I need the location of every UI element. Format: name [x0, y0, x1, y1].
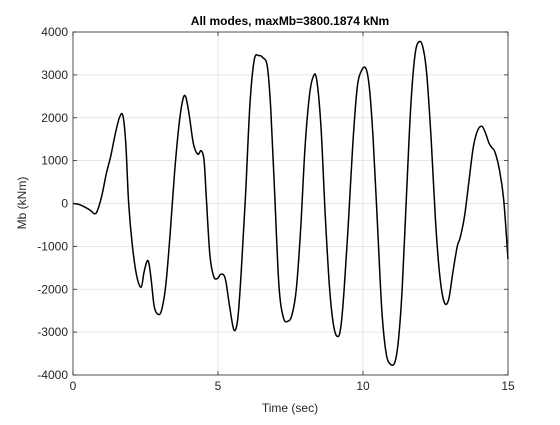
series-line-0: [72, 40, 509, 367]
y-tick-label: -1000: [37, 239, 68, 253]
y-axis-label: Mb (kNm): [15, 177, 29, 230]
y-axis: -4000 -3000 -2000 -1000 0 1000 2000 3000 4000: [37, 25, 508, 382]
series-layer: [72, 40, 509, 367]
y-tick-label: 2000: [41, 111, 68, 125]
y-tick-label: -2000: [37, 282, 68, 296]
y-tick-label: -3000: [37, 325, 68, 339]
y-tick-label: -4000: [37, 368, 68, 382]
x-tick-label: 0: [70, 379, 77, 393]
x-axis-label: Time (sec): [262, 401, 318, 415]
y-tick-label: 3000: [41, 68, 68, 82]
x-tick-label: 15: [501, 379, 515, 393]
x-axis: 0 5 10 15: [70, 32, 515, 393]
x-tick-label: 10: [356, 379, 370, 393]
y-tick-label: 0: [61, 197, 68, 211]
chart-title: All modes, maxMb=3800.1874 kNm: [191, 14, 389, 28]
x-tick-label: 5: [215, 379, 222, 393]
y-tick-label: 4000: [41, 25, 68, 39]
grid-lines: [73, 32, 508, 375]
y-tick-label: 1000: [41, 154, 68, 168]
